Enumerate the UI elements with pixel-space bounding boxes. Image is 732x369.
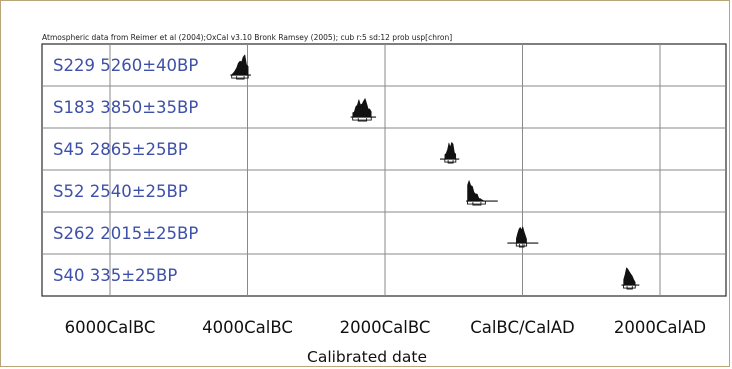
sample-label: S262 2015±25BP: [53, 224, 198, 243]
x-tick-label: 2000CalAD: [614, 318, 706, 337]
x-tick-label: CalBC/CalAD: [470, 318, 575, 337]
probability-distribution: [516, 225, 527, 244]
sample-label: S183 3850±35BP: [53, 98, 198, 117]
range-bracket: [467, 201, 486, 205]
range-bracket-inner: [518, 244, 525, 248]
x-tick-label: 6000CalBC: [65, 318, 156, 337]
x-axis-label: Calibrated date: [307, 348, 427, 366]
sample-s52: S52 2540±25BP: [53, 179, 498, 206]
chart-title: Atmospheric data from Reimer et al (2004…: [42, 33, 452, 42]
sample-label: S229 5260±40BP: [53, 56, 198, 75]
grid: [42, 44, 726, 296]
range-bracket-inner: [357, 118, 368, 122]
sample-s183: S183 3850±35BP: [53, 97, 377, 122]
sample-label: S52 2540±25BP: [53, 182, 188, 201]
sample-s262: S262 2015±25BP: [53, 224, 539, 248]
probability-distribution: [467, 179, 486, 202]
probability-distribution: [444, 141, 457, 160]
range-bracket: [352, 117, 372, 121]
range-bracket-inner: [472, 202, 482, 206]
x-tick-label: 2000CalBC: [340, 318, 431, 337]
sample-label: S45 2865±25BP: [53, 140, 188, 159]
sample-s229: S229 5260±40BP: [53, 54, 251, 80]
range-bracket: [623, 285, 636, 289]
range-bracket-inner: [236, 76, 245, 80]
range-bracket: [444, 159, 457, 163]
sample-s40: S40 335±25BP: [53, 266, 640, 290]
sample-rows: S229 5260±40BP S183 3850±35BP S45 2865±25B…: [53, 54, 640, 290]
range-bracket: [231, 75, 249, 79]
range-bracket: [515, 243, 528, 247]
sample-label: S40 335±25BP: [53, 266, 177, 285]
probability-distribution: [623, 267, 636, 286]
x-ticks: 6000CalBC 4000CalBC 2000CalBC CalBC/CalAD 20…: [65, 318, 706, 337]
sample-s45: S45 2865±25BP: [53, 140, 460, 164]
x-tick-label: 4000CalBC: [202, 318, 293, 337]
range-bracket-inner: [626, 286, 633, 290]
probability-distribution: [352, 97, 372, 118]
probability-distribution: [231, 54, 249, 76]
range-bracket-inner: [447, 160, 454, 164]
